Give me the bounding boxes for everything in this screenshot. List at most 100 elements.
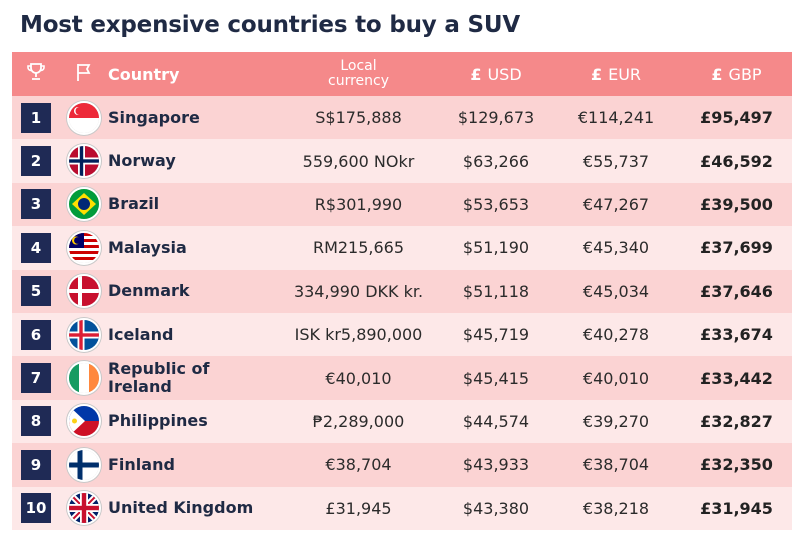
- rank-badge: 7: [21, 363, 51, 394]
- rank-badge: 6: [21, 319, 51, 350]
- local-price: £31,945: [325, 498, 392, 518]
- country-name: Finland: [108, 454, 175, 474]
- gbp-price: £32,350: [700, 455, 773, 475]
- eur-price: €45,034: [582, 281, 650, 301]
- eur-price: €40,010: [582, 368, 650, 388]
- eur-header: £ EUR: [551, 65, 681, 84]
- eur-label: EUR: [608, 64, 642, 84]
- usd-price: $51,118: [462, 281, 530, 301]
- flag-cell: [60, 317, 108, 352]
- usd-symbol: £: [470, 64, 482, 84]
- rank-badge: 8: [21, 406, 51, 437]
- usd-price: $129,673: [457, 108, 535, 128]
- local-header-line1: Local: [340, 58, 377, 74]
- country-name: Philippines: [108, 411, 208, 431]
- country-name: Republic of Ireland: [108, 359, 210, 397]
- singapore-flag-icon: [67, 100, 101, 135]
- country-name: United Kingdom: [108, 498, 254, 518]
- gbp-price: £31,945: [700, 498, 773, 518]
- gbp-price: £33,442: [700, 368, 773, 388]
- rank-badge: 3: [21, 189, 51, 220]
- table-row: 7 Republic of Ireland €40,010 $45,415 €40,01…: [12, 356, 792, 400]
- rank-cell: 7: [12, 363, 60, 394]
- country-name: Malaysia: [108, 237, 187, 257]
- table-row: 10 United Kingdom £31,945 $43,380 €38,218 £31…: [12, 486, 792, 530]
- usd-price: $43,933: [462, 455, 530, 475]
- gbp-price: £32,827: [700, 411, 773, 431]
- local-price: 334,990 DKK kr.: [293, 281, 424, 301]
- finland-flag-icon: [67, 447, 101, 482]
- flag-cell: [60, 100, 108, 135]
- local-header-line2: currency: [328, 73, 389, 89]
- rank-cell: 1: [12, 102, 60, 133]
- usd-price: $63,266: [462, 151, 530, 171]
- rank-cell: 4: [12, 232, 60, 263]
- flag-cell: [60, 361, 108, 396]
- eur-price: €40,278: [582, 325, 650, 345]
- flag-cell: [60, 274, 108, 309]
- local-price: ISK kr5,890,000: [294, 325, 423, 345]
- rank-badge: 9: [21, 449, 51, 480]
- usd-header: £ USD: [441, 65, 551, 84]
- usd-price: $44,574: [462, 411, 530, 431]
- eur-price: €45,340: [582, 238, 650, 258]
- country-name: Iceland: [108, 324, 174, 344]
- eur-price: €47,267: [582, 194, 650, 214]
- country-header: Country: [108, 64, 180, 84]
- usd-label: USD: [487, 64, 522, 84]
- gbp-header: £ GBP: [681, 65, 792, 84]
- rank-badge: 10: [21, 493, 51, 524]
- flag-icon: [75, 62, 93, 86]
- gbp-price: £95,497: [700, 108, 773, 128]
- philippines-flag-icon: [67, 404, 101, 439]
- table-row: 2 Norway 559,600 NOkr $63,266 €55,737 £46,592: [12, 139, 792, 183]
- table-row: 1 Singapore S$175,888 $129,673 €114,241 £95,4…: [12, 96, 792, 140]
- rank-badge: 1: [21, 102, 51, 133]
- rank-badge: 4: [21, 232, 51, 263]
- usd-price: $53,653: [462, 194, 530, 214]
- rank-cell: 10: [12, 493, 60, 524]
- table-row: 6 Iceland ISK kr5,890,000 $45,719 €40,278 £33…: [12, 312, 792, 357]
- usd-price: $43,380: [462, 498, 530, 518]
- table-row: 3 Brazil R$301,990 $53,653 €47,267 £39,500: [12, 182, 792, 227]
- table-header: Country Local currency £ USD £ EUR £ GBP: [12, 52, 792, 96]
- usd-price: $45,719: [462, 325, 530, 345]
- rank-header: [12, 62, 60, 86]
- flag-cell: [60, 404, 108, 439]
- rank-cell: 2: [12, 146, 60, 177]
- eur-price: €38,704: [582, 455, 650, 475]
- rank-cell: 6: [12, 319, 60, 350]
- ireland-flag-icon: [67, 361, 101, 396]
- usd-price: $45,415: [462, 368, 530, 388]
- denmark-flag-icon: [67, 274, 101, 309]
- eur-price: €39,270: [582, 411, 650, 431]
- gbp-price: £39,500: [700, 194, 773, 214]
- local-price: R$301,990: [314, 194, 403, 214]
- rank-badge: 5: [21, 276, 51, 307]
- eur-price: €55,737: [582, 151, 650, 171]
- malaysia-flag-icon: [67, 230, 101, 265]
- table-row: 8 Philippines ₱2,289,000 $44,574 €39,270 £32,…: [12, 399, 792, 444]
- rank-cell: 8: [12, 406, 60, 437]
- table-row: 4 Malaysia RM215,665 $51,190 €45,340 £37,699: [12, 226, 792, 270]
- flag-cell: [60, 230, 108, 265]
- trophy-icon: [26, 62, 46, 86]
- local-price: S$175,888: [315, 108, 402, 128]
- gbp-label: GBP: [728, 64, 762, 84]
- rank-badge: 2: [21, 146, 51, 177]
- local-price: ₱2,289,000: [312, 411, 405, 431]
- gbp-price: £37,699: [700, 238, 773, 258]
- flag-cell: [60, 187, 108, 222]
- local-price: €38,704: [325, 455, 392, 475]
- flag-cell: [60, 447, 108, 482]
- flag-cell: [60, 144, 108, 179]
- rank-cell: 3: [12, 189, 60, 220]
- country-name: Brazil: [108, 194, 160, 214]
- norway-flag-icon: [67, 144, 101, 179]
- table-row: 9 Finland €38,704 $43,933 €38,704 £32,350: [12, 443, 792, 487]
- country-name: Norway: [108, 151, 176, 171]
- local-price: RM215,665: [312, 238, 405, 258]
- eur-price: €38,218: [582, 498, 650, 518]
- eur-symbol: £: [590, 64, 603, 84]
- usd-price: $51,190: [462, 238, 530, 258]
